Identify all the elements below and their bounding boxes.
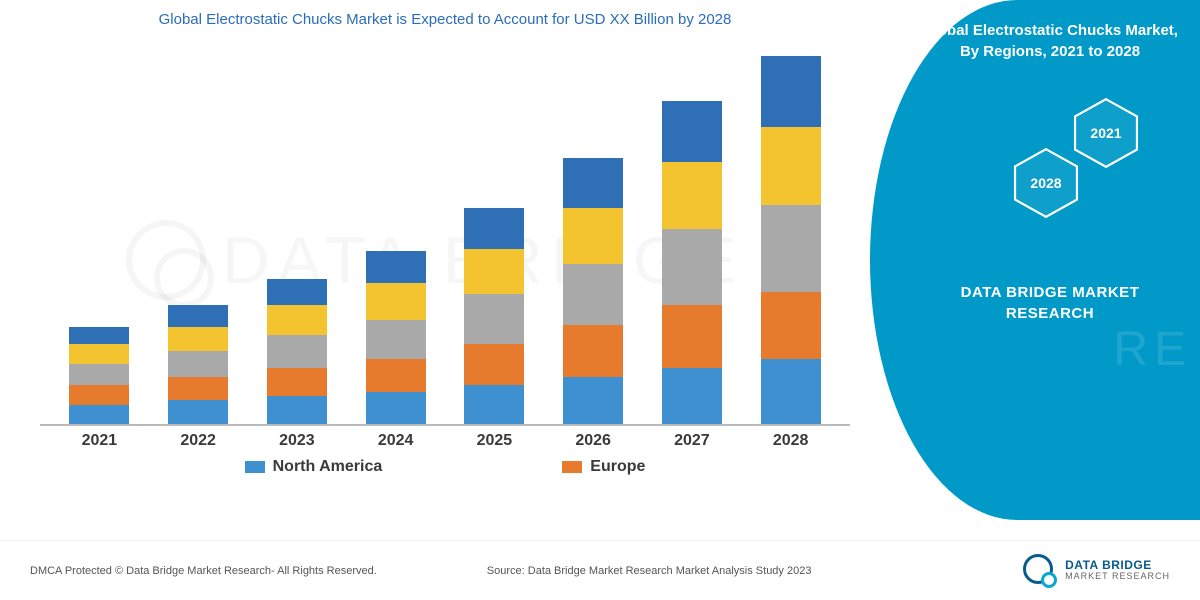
- bar-segment: [267, 335, 327, 368]
- bar-segment: [69, 405, 129, 425]
- bar-segment: [662, 101, 722, 162]
- bar-segment: [366, 251, 426, 284]
- x-axis-label: 2022: [168, 432, 228, 450]
- hex-label: 2028: [1030, 175, 1061, 191]
- bar-segment: [69, 385, 129, 405]
- bar-segment: [168, 327, 228, 351]
- bar-segment: [761, 205, 821, 292]
- bar-stack: [563, 158, 623, 424]
- footer-source-text: Source: Data Bridge Market Research Mark…: [487, 565, 812, 577]
- bar-segment: [267, 396, 327, 424]
- bar-stack: [464, 208, 524, 425]
- bar-segment: [464, 208, 524, 249]
- legend-item: Europe: [562, 458, 645, 476]
- hex-badge-group: 2028 2021: [920, 92, 1180, 242]
- bar-segment: [761, 292, 821, 359]
- bar-stack: [366, 251, 426, 424]
- x-axis-label: 2026: [563, 432, 623, 450]
- x-axis-label: 2025: [464, 432, 524, 450]
- bar-segment: [267, 305, 327, 335]
- bar-segment: [69, 327, 129, 344]
- bar-segment: [168, 351, 228, 377]
- logo-text: DATA BRIDGE MARKET RESEARCH: [1065, 559, 1170, 581]
- x-axis-labels: 2021 2022 2023 2024 2025 2026 2027 2028: [40, 426, 850, 450]
- bar-segment: [761, 127, 821, 205]
- bar-segment: [267, 279, 327, 305]
- bar-segment: [563, 264, 623, 325]
- x-axis-label: 2023: [267, 432, 327, 450]
- x-axis-label: 2028: [761, 432, 821, 450]
- logo-line2: MARKET RESEARCH: [1065, 572, 1170, 581]
- chart-title: Global Electrostatic Chucks Market is Ex…: [40, 10, 850, 36]
- bar-stack: [761, 56, 821, 424]
- legend-label: North America: [273, 458, 383, 476]
- bar-segment: [761, 56, 821, 128]
- side-panel: Global Electrostatic Chucks Market, By R…: [870, 0, 1200, 520]
- bar-segment: [464, 344, 524, 385]
- x-axis-label: 2021: [69, 432, 129, 450]
- hex-label: 2021: [1090, 125, 1121, 141]
- bar-segment: [662, 162, 722, 229]
- side-panel-title: Global Electrostatic Chucks Market, By R…: [920, 20, 1180, 62]
- bar-segment: [366, 359, 426, 392]
- bar-segment: [69, 364, 129, 386]
- footer-logo: DATA BRIDGE MARKET RESEARCH: [1023, 554, 1170, 588]
- hex-badge-2021: 2021: [1070, 97, 1142, 169]
- bar-segment: [366, 283, 426, 320]
- x-axis-label: 2027: [662, 432, 722, 450]
- logo-mark-icon: [1023, 554, 1057, 588]
- bar-stack: [168, 305, 228, 424]
- bar-segment: [464, 385, 524, 424]
- chart-legend: North America Europe: [40, 450, 850, 476]
- bar-segment: [366, 320, 426, 359]
- bar-segment: [662, 229, 722, 305]
- bar-segment: [662, 305, 722, 368]
- bar-segment: [366, 392, 426, 425]
- plot-area: [40, 36, 850, 426]
- bar-segment: [168, 400, 228, 424]
- bar-segment: [563, 377, 623, 425]
- bar-segment: [563, 158, 623, 208]
- bar-segment: [563, 208, 623, 264]
- main-container: Global Electrostatic Chucks Market is Ex…: [0, 0, 1200, 520]
- chart-panel: Global Electrostatic Chucks Market is Ex…: [0, 0, 870, 520]
- legend-label: Europe: [590, 458, 645, 476]
- bar-stack: [69, 327, 129, 424]
- bar-stack: [267, 279, 327, 424]
- x-axis-label: 2024: [366, 432, 426, 450]
- bar-stack: [662, 101, 722, 424]
- bar-segment: [761, 359, 821, 424]
- legend-item: North America: [245, 458, 383, 476]
- bar-segment: [662, 368, 722, 424]
- side-brand-text: DATA BRIDGE MARKET RESEARCH: [920, 282, 1180, 324]
- bar-segment: [168, 305, 228, 327]
- bar-segment: [563, 325, 623, 377]
- bar-segment: [168, 377, 228, 401]
- side-watermark: RE: [1113, 322, 1192, 377]
- bar-segment: [464, 294, 524, 344]
- bar-segment: [69, 344, 129, 364]
- legend-swatch-icon: [245, 461, 265, 473]
- bar-segment: [464, 249, 524, 295]
- footer-dmca-text: DMCA Protected © Data Bridge Market Rese…: [30, 565, 377, 577]
- legend-swatch-icon: [562, 461, 582, 473]
- footer: DMCA Protected © Data Bridge Market Rese…: [0, 540, 1200, 600]
- bar-segment: [267, 368, 327, 396]
